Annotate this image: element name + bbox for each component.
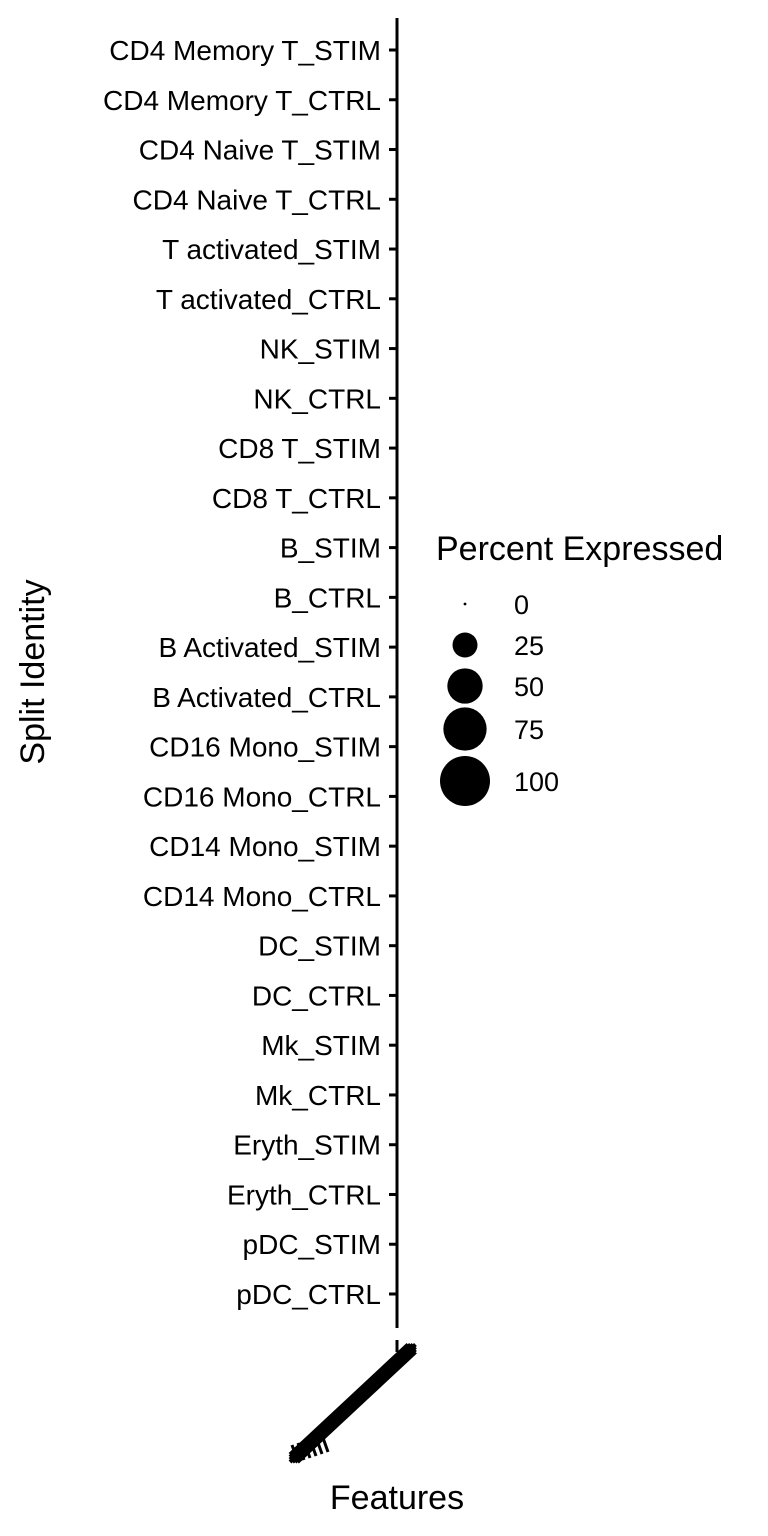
legend-size-dot (447, 668, 483, 704)
legend-size-label: 0 (514, 590, 529, 620)
x-axis (288, 1340, 417, 1464)
y-tick-label: CD14 Mono_STIM (149, 831, 381, 862)
y-ticks: CD4 Memory T_STIM CD4 Memory T_CTRL CD4 Na… (103, 35, 397, 1310)
legend-size-label: 50 (514, 672, 544, 702)
y-tick-label: NK_CTRL (253, 383, 381, 414)
y-axis: CD4 Memory T_STIM CD4 Memory T_CTRL CD4 Na… (103, 18, 399, 1328)
x-axis-title: Features (330, 1479, 464, 1517)
legend-size-dot (443, 707, 487, 751)
x-tick-label-stroke (320, 1434, 330, 1453)
y-tick-label: B Activated_STIM (158, 632, 381, 663)
legend: Percent Expressed 0 25 50 75 100 (436, 530, 723, 806)
y-tick-label: CD16 Mono_STIM (149, 732, 381, 763)
y-tick-label: CD4 Naive T_CTRL (133, 184, 381, 215)
x-tick-label-stroke (296, 1343, 417, 1456)
y-tick-label: CD4 Memory T_CTRL (103, 85, 381, 116)
y-tick-label: pDC_STIM (243, 1229, 381, 1260)
legend-size-dot (440, 756, 490, 806)
x-tick-labels-overlapped (288, 1340, 417, 1464)
y-tick-label: pDC_CTRL (236, 1279, 381, 1310)
legend-title: Percent Expressed (436, 530, 723, 568)
legend-size-label: 25 (514, 631, 544, 661)
x-tick-label-stroke (302, 1440, 312, 1459)
y-tick-label: DC_CTRL (252, 980, 381, 1011)
y-tick-label: CD8 T_CTRL (212, 483, 381, 514)
y-tick-label: B_CTRL (274, 582, 381, 613)
legend-size-dot (463, 602, 467, 606)
y-tick-label: B_STIM (280, 533, 381, 564)
legend-size-label: 100 (514, 767, 559, 797)
y-tick-label: T activated_STIM (162, 234, 381, 265)
x-tick-label-stroke (314, 1436, 324, 1455)
legend-items: 0 25 50 75 100 (440, 590, 559, 806)
y-tick-label: T activated_CTRL (156, 284, 381, 315)
y-tick-label: CD4 Naive T_STIM (139, 135, 381, 166)
y-tick-label: B Activated_CTRL (152, 682, 381, 713)
y-tick-label: CD14 Mono_CTRL (143, 881, 381, 912)
y-tick-label: Mk_CTRL (255, 1080, 381, 1111)
y-tick-label: CD8 T_STIM (218, 433, 381, 464)
x-tick-label-stroke (296, 1442, 306, 1461)
y-axis-title: Split Identity (14, 579, 52, 764)
y-tick-label: Eryth_STIM (233, 1130, 381, 1161)
y-tick-label: DC_STIM (258, 931, 381, 962)
legend-size-label: 75 (514, 715, 544, 745)
y-tick-label: CD4 Memory T_STIM (109, 35, 381, 66)
y-tick-label: CD16 Mono_CTRL (143, 781, 381, 812)
legend-size-dot (452, 632, 478, 658)
x-tick-label-stroke (290, 1444, 300, 1463)
y-tick-label: Mk_STIM (261, 1030, 381, 1061)
x-tick-label-stroke (308, 1438, 318, 1457)
y-tick-label: Eryth_CTRL (227, 1179, 381, 1210)
y-tick-label: NK_STIM (260, 334, 381, 365)
